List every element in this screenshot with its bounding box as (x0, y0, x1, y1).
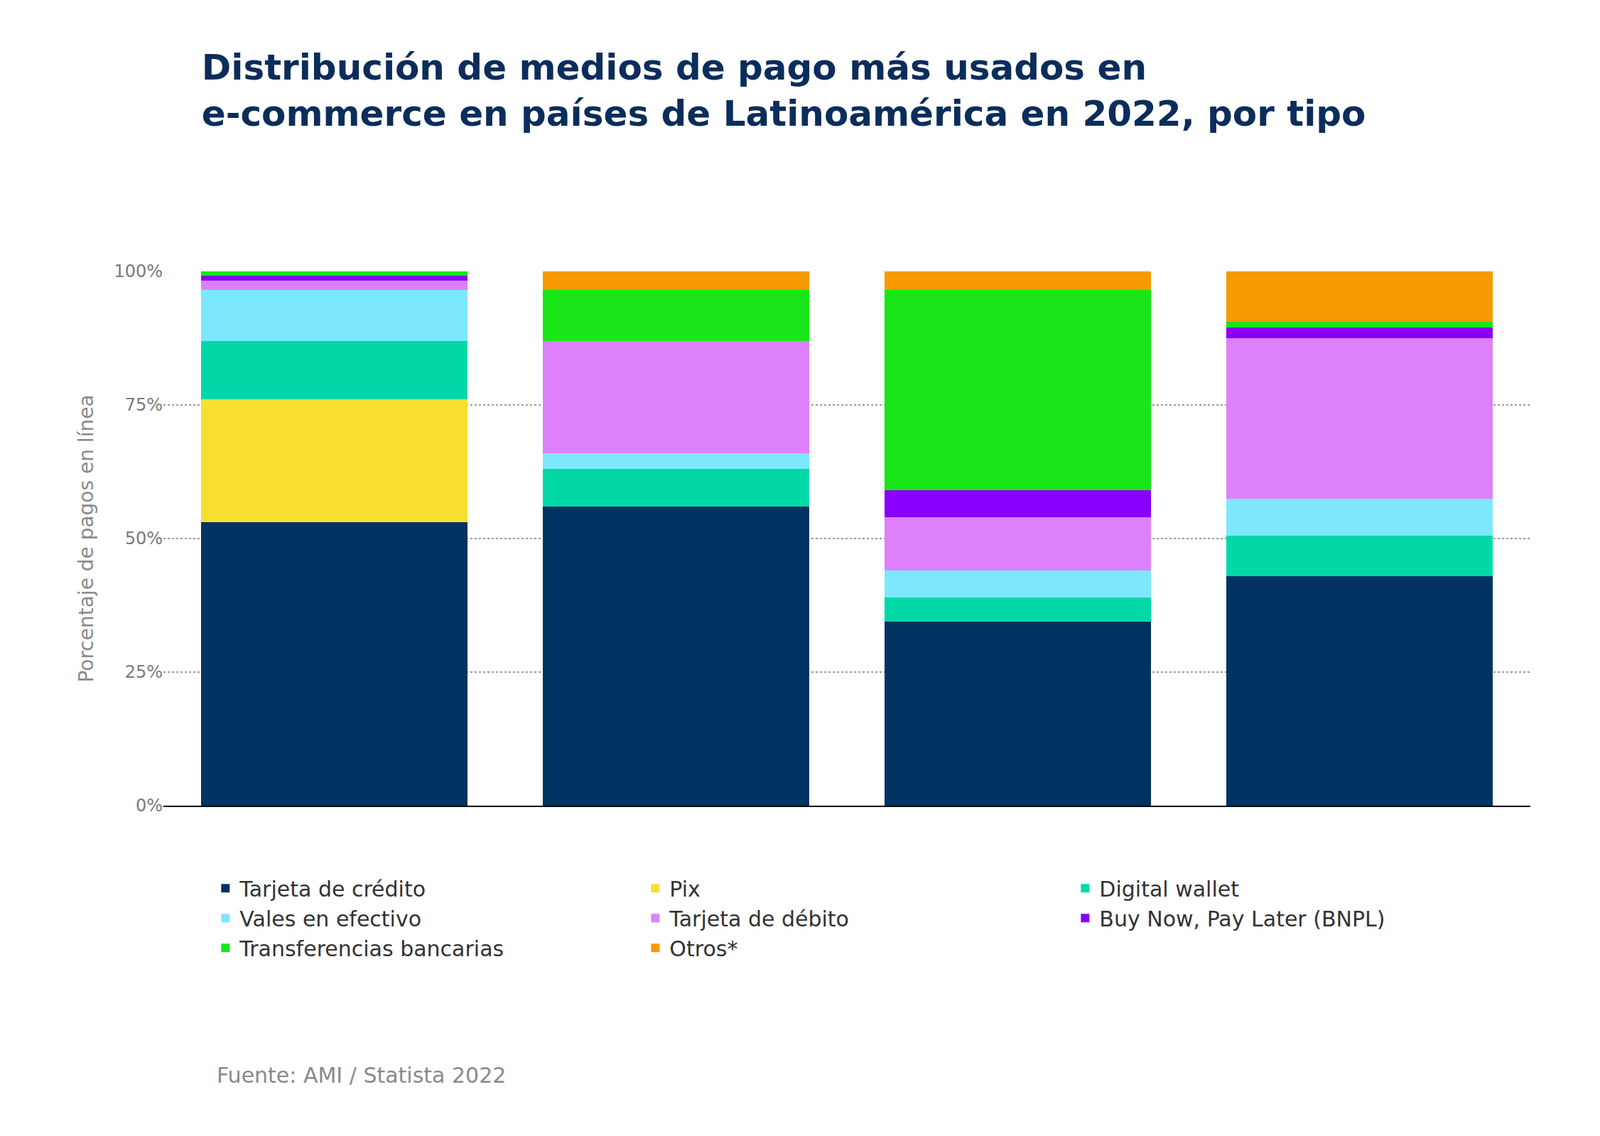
svg-text:Tarjeta de débito: Tarjeta de débito (668, 906, 850, 932)
svg-text:Transferencias bancarias: Transferencias bancarias (238, 936, 504, 962)
svg-text:0%: 0% (135, 795, 163, 816)
svg-text:Porcentaje de pagos en línea: Porcentaje de pagos en línea (74, 394, 99, 683)
svg-text:Pix: Pix (669, 876, 701, 902)
svg-text:Digital wallet: Digital wallet (1099, 876, 1240, 902)
svg-text:Buy Now, Pay Later (BNPL): Buy Now, Pay Later (BNPL) (1099, 906, 1385, 932)
svg-text:Tarjeta de crédito: Tarjeta de crédito (238, 876, 426, 902)
svg-text:75%: 75% (125, 395, 163, 415)
svg-text:100%: 100% (113, 261, 163, 282)
svg-text:Vales en efectivo: Vales en efectivo (239, 906, 422, 932)
svg-text:50%: 50% (125, 528, 163, 549)
svg-text:Fuente: AMI / Statista 2022: Fuente: AMI / Statista 2022 (216, 1062, 506, 1088)
svg-text:Distribución de medios de pago: Distribución de medios de pago más usado… (201, 46, 1367, 135)
svg-text:Otros*: Otros* (669, 936, 738, 962)
svg-text:25%: 25% (125, 662, 163, 683)
